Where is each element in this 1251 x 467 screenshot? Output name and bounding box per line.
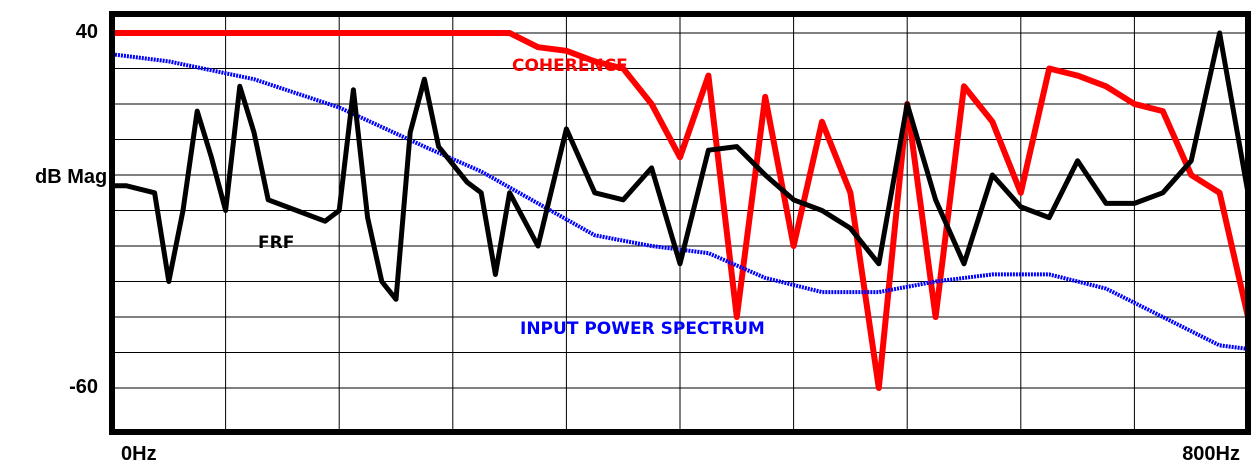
input-power-spectrum-annotation: INPUT POWER SPECTRUM: [520, 319, 765, 339]
coherence-annotation: COHERENCE: [512, 56, 628, 76]
series-line-input-power-spectrum: [111, 52, 1249, 351]
series-layer: [111, 30, 1251, 391]
y-axis-label: dB Mag: [35, 166, 107, 188]
y-tick-label-bottom: -60: [69, 376, 98, 398]
y-tick-label-top: 40: [76, 21, 98, 43]
x-tick-label-end: 800Hz: [1182, 443, 1240, 465]
grid: [112, 14, 1248, 432]
series-line-coherence: [112, 30, 1251, 391]
series-line-frf: [112, 30, 1251, 302]
frf-annotation: FRF: [258, 233, 294, 253]
plot-frame: [109, 11, 1251, 435]
x-tick-label-start: 0Hz: [121, 443, 157, 465]
